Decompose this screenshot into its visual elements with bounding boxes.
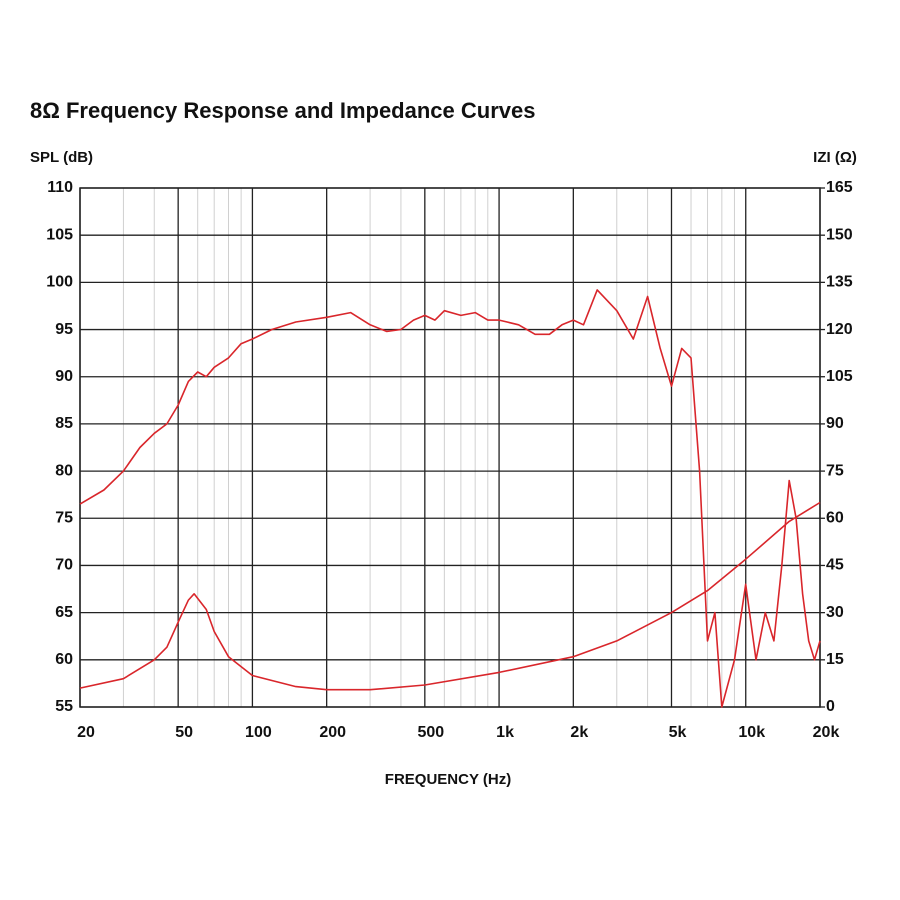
y2-tick-label: 15 bbox=[826, 651, 844, 668]
y-tick-label: 100 bbox=[46, 274, 73, 291]
series-line bbox=[79, 501, 821, 691]
plot-frame bbox=[79, 187, 821, 708]
y-tick-label: 95 bbox=[55, 321, 73, 338]
x-tick-label: 2k bbox=[570, 724, 588, 741]
y2-tick-label: 45 bbox=[826, 557, 844, 574]
chart-title: 8Ω Frequency Response and Impedance Curv… bbox=[30, 98, 535, 123]
y-tick-label: 80 bbox=[55, 462, 73, 479]
y2-tick-label: 75 bbox=[826, 462, 844, 479]
y2-tick-label: 165 bbox=[826, 179, 853, 196]
x-tick-label: 500 bbox=[417, 724, 444, 741]
x-axis-label: FREQUENCY (Hz) bbox=[385, 771, 511, 788]
y2-axis-label: IZI (Ω) bbox=[813, 149, 857, 166]
x-tick-label: 20 bbox=[77, 724, 95, 741]
x-tick-label: 10k bbox=[738, 724, 765, 741]
x-tick-label: 5k bbox=[669, 724, 687, 741]
y2-tick-label: 150 bbox=[826, 226, 853, 243]
y-axis-label: SPL (dB) bbox=[30, 149, 93, 166]
y2-tick-label: 120 bbox=[826, 321, 853, 338]
y-tick-label: 75 bbox=[55, 509, 73, 526]
y2-tick-label: 0 bbox=[826, 698, 835, 715]
x-tick-label: 1k bbox=[496, 724, 514, 741]
x-tick-label: 200 bbox=[319, 724, 346, 741]
x-tick-label: 50 bbox=[175, 724, 193, 741]
y2-tick-label: 90 bbox=[826, 415, 844, 432]
y-tick-label: 105 bbox=[46, 226, 73, 243]
y2-tick-label: 60 bbox=[826, 509, 844, 526]
y2-tick-label: 30 bbox=[826, 604, 844, 621]
x-tick-label: 100 bbox=[245, 724, 272, 741]
y-tick-label: 60 bbox=[55, 651, 73, 668]
y-tick-label: 90 bbox=[55, 368, 73, 385]
x-tick-label: 20k bbox=[813, 724, 840, 741]
y-tick-label: 110 bbox=[47, 179, 73, 196]
series-line bbox=[79, 289, 821, 708]
y-tick-label: 85 bbox=[55, 415, 73, 432]
y-tick-label: 55 bbox=[55, 698, 73, 715]
y-tick-label: 70 bbox=[55, 557, 73, 574]
y-tick-label: 65 bbox=[55, 604, 73, 621]
y2-tick-label: 135 bbox=[826, 274, 853, 291]
y2-tick-label: 105 bbox=[826, 368, 853, 385]
